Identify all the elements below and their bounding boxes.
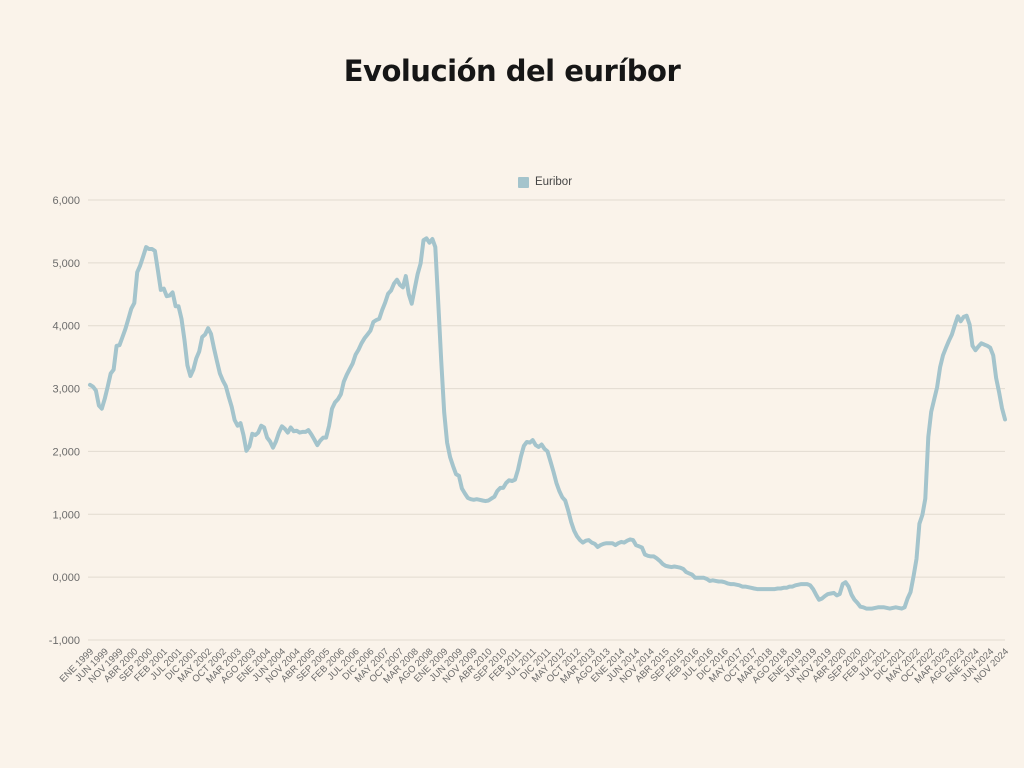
legend-label-euribor: Euribor	[534, 176, 573, 188]
chart-title: Evolución del euríbor	[343, 54, 681, 88]
y-axis-tick-label: 2,000	[52, 446, 80, 458]
y-axis-tick-label: 6,000	[52, 195, 80, 207]
y-axis-tick-label: 4,000	[52, 321, 80, 333]
legend: Euribor	[0, 176, 1024, 188]
gridlines	[88, 199, 1005, 641]
y-axis-tick-label: 3,000	[52, 384, 80, 396]
y-axis-tick-label: 5,000	[52, 258, 80, 270]
y-axis-tick-label: 1,000	[52, 509, 80, 521]
y-axis-labels: 6,000 5,000 4,000 3,000 2,000 1,000 0,000 -1,00…	[49, 195, 80, 647]
euribor-series-line	[88, 236, 1007, 611]
legend-swatch-euribor	[517, 176, 529, 188]
y-axis-tick-label: 0,000	[52, 572, 80, 584]
y-axis-tick-label: -1,000	[49, 635, 80, 647]
